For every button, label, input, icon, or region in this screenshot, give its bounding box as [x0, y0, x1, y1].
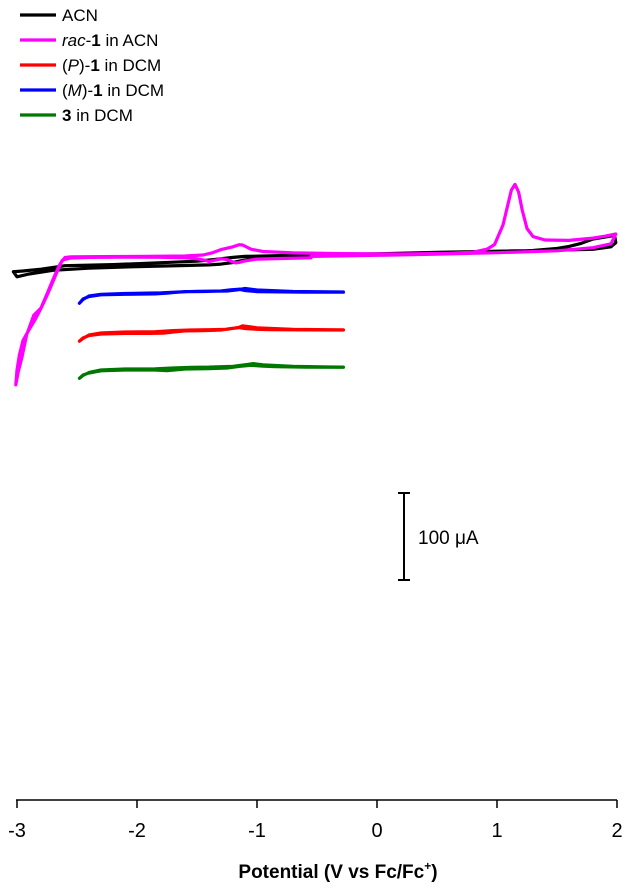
- scale-bar: 100 μA: [398, 492, 479, 581]
- x-axis-title: Potential (V vs Fc/Fc+): [238, 859, 437, 883]
- legend-entry-c3: 3 in DCM: [20, 106, 133, 125]
- x-ticks: -3 -2 -1 0 1 2: [8, 800, 623, 842]
- x-tick-label: -2: [128, 820, 146, 842]
- x-tick-label: 1: [491, 820, 502, 842]
- legend-label: 3 in DCM: [62, 106, 133, 125]
- legend-entry-rac: rac-1 in ACN: [20, 31, 158, 50]
- series-curve-P: [77, 324, 345, 343]
- x-tick-label: -1: [248, 820, 266, 842]
- legend-entry-acn: ACN: [20, 6, 98, 25]
- series-curve-rac: [14, 182, 618, 387]
- voltammogram-curves: [11, 182, 618, 387]
- legend-label: (M)-1 in DCM: [62, 81, 164, 100]
- series-curve-M: [77, 286, 345, 305]
- legend-label: (P)-1 in DCM: [62, 56, 161, 75]
- legend-entry-P: (P)-1 in DCM: [20, 56, 161, 75]
- x-tick-label: 0: [371, 820, 382, 842]
- x-tick-label: -3: [8, 820, 26, 842]
- scale-bar-label: 100 μA: [418, 528, 479, 549]
- legend-label: ACN: [62, 6, 98, 25]
- series-curve-c3: [77, 362, 345, 380]
- legend-label: rac-1 in ACN: [62, 31, 158, 50]
- x-axis: -3 -2 -1 0 1 2 Potential (V vs Fc/Fc+): [8, 799, 623, 883]
- legend: ACN rac-1 in ACN (P)-1 in DCM (M)-1 in DCM 3…: [20, 6, 164, 125]
- legend-entry-M: (M)-1 in DCM: [20, 81, 164, 100]
- x-tick-label: 2: [611, 820, 622, 842]
